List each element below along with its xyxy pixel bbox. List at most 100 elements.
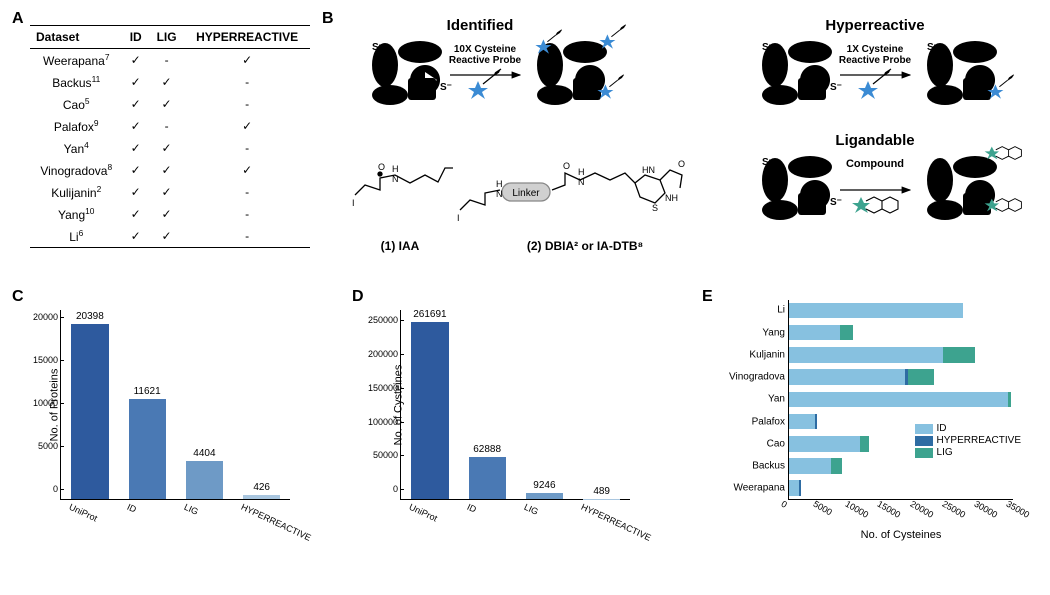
legend-e: IDHYPERREACTIVELIG <box>915 422 1021 459</box>
svg-text:NH: NH <box>665 193 678 203</box>
hbar-label: Vinogradova <box>729 372 789 383</box>
table-header: Dataset <box>30 26 122 49</box>
bar-value: 489 <box>577 486 627 497</box>
hbar-seg <box>789 458 831 474</box>
bar <box>411 322 448 499</box>
ytick: 100000 <box>368 417 401 427</box>
hbar-seg <box>789 325 840 341</box>
ytick: 0 <box>393 484 401 494</box>
hbar-label: Yang <box>762 327 789 338</box>
hbar-seg <box>860 436 870 452</box>
hbar-seg <box>789 436 860 452</box>
hbar-seg <box>908 369 934 385</box>
table-header: LIG <box>149 26 184 49</box>
bar-value: 261691 <box>405 309 455 320</box>
svg-text:S⁻: S⁻ <box>830 197 842 208</box>
hbar-seg <box>789 392 1008 408</box>
table-row: Weerapana7✓-✓ <box>30 49 310 72</box>
title-identified: Identified <box>447 17 514 34</box>
bar-value: 11621 <box>122 386 172 397</box>
ytick: 150000 <box>368 383 401 393</box>
svg-text:(1) IAA: (1) IAA <box>381 239 420 253</box>
xtick: LIG <box>522 499 541 517</box>
xtick: 0 <box>780 497 790 510</box>
bar <box>526 493 563 499</box>
hbar-label: Kuljanin <box>749 349 789 360</box>
svg-text:Compound: Compound <box>846 158 904 170</box>
svg-text:HN: HN <box>642 165 655 175</box>
legend-item: ID <box>915 423 1021 434</box>
svg-text:S⁻: S⁻ <box>440 82 452 93</box>
title-lig: Ligandable <box>835 132 914 149</box>
svg-text:H: H <box>496 179 503 189</box>
svg-text:1X Cysteine: 1X Cysteine <box>847 44 904 55</box>
table-row: Yang10✓✓- <box>30 203 310 225</box>
svg-text:S⁻: S⁻ <box>830 82 842 93</box>
hbar-label: Yan <box>768 394 789 405</box>
hbar-seg <box>789 347 943 363</box>
panel-label-c: C <box>12 288 24 306</box>
ytick: 250000 <box>368 315 401 325</box>
xtick: 15000 <box>876 497 904 520</box>
hbar-seg <box>789 303 963 319</box>
bar-value: 20398 <box>65 311 115 322</box>
title-hyper: Hyperreactive <box>825 17 924 34</box>
panel-label-a: A <box>12 10 24 28</box>
bar-value: 4404 <box>179 448 229 459</box>
xtick: HYPERREACTIVE <box>240 499 314 543</box>
hbar-label: Palafox <box>752 416 789 427</box>
bar <box>129 399 166 499</box>
panel-label-e: E <box>702 288 713 306</box>
svg-text:O: O <box>563 161 570 171</box>
svg-text:S⁻: S⁻ <box>372 42 384 53</box>
svg-text:Linker: Linker <box>512 188 540 199</box>
schematic-svg: Identified S⁻ S⁻ 10X Cysteine Reactive P… <box>330 10 1030 270</box>
svg-text:O: O <box>378 162 385 172</box>
table-row: Palafox9✓-✓ <box>30 115 310 137</box>
hbar-seg <box>789 480 799 496</box>
xtick: LIG <box>182 499 201 517</box>
xtick: 30000 <box>972 497 1000 520</box>
hbar-seg <box>815 414 818 430</box>
svg-text:H: H <box>392 164 399 174</box>
ytick: 15000 <box>33 355 61 365</box>
bar-value: 62888 <box>462 444 512 455</box>
svg-text:Reactive Probe: Reactive Probe <box>449 55 522 66</box>
panel-c-chart: No. of Proteins 050001000015000200002039… <box>60 310 320 500</box>
table-header: ID <box>122 26 148 49</box>
bar <box>243 495 280 499</box>
hbar-label: Cao <box>767 438 789 449</box>
hbar-seg <box>789 414 815 430</box>
svg-text:H: H <box>578 167 585 177</box>
hbar-seg <box>799 480 801 496</box>
svg-text:N: N <box>496 189 503 199</box>
bar-value: 426 <box>237 482 287 493</box>
table-row: Yan4✓✓- <box>30 137 310 159</box>
hbar-seg <box>831 458 843 474</box>
ytick: 20000 <box>33 312 61 322</box>
xlabel-e: No. of Cysteines <box>789 529 1013 541</box>
xtick: UniProt <box>408 499 441 523</box>
xtick: 35000 <box>1005 497 1033 520</box>
bar-value: 9246 <box>519 480 569 491</box>
hbar-seg <box>1008 392 1011 408</box>
bar <box>469 457 506 499</box>
panel-d-chart: No. of Cysteines 05000010000015000020000… <box>400 310 660 500</box>
svg-text:Reactive Probe: Reactive Probe <box>839 55 912 66</box>
panel-label-d: D <box>352 288 364 306</box>
svg-text:O: O <box>678 159 685 169</box>
hbar-label: Backus <box>752 460 789 471</box>
svg-text:N: N <box>578 177 585 187</box>
table-row: Cao5✓✓- <box>30 93 310 115</box>
xtick: ID <box>125 499 139 515</box>
xtick: 10000 <box>844 497 872 520</box>
svg-text:N: N <box>392 174 399 184</box>
ytick: 50000 <box>373 450 401 460</box>
svg-text:I: I <box>457 213 460 223</box>
svg-text:(2) DBIA² or IA-DTB⁸: (2) DBIA² or IA-DTB⁸ <box>527 239 643 253</box>
svg-text:10X Cysteine: 10X Cysteine <box>454 44 517 55</box>
table-row: Kulijanin2✓✓- <box>30 181 310 203</box>
panel-e-chart: No. of Cysteines IDHYPERREACTIVELIG 0500… <box>720 300 1030 555</box>
svg-text:S: S <box>652 203 658 213</box>
hbar-seg <box>840 325 853 341</box>
